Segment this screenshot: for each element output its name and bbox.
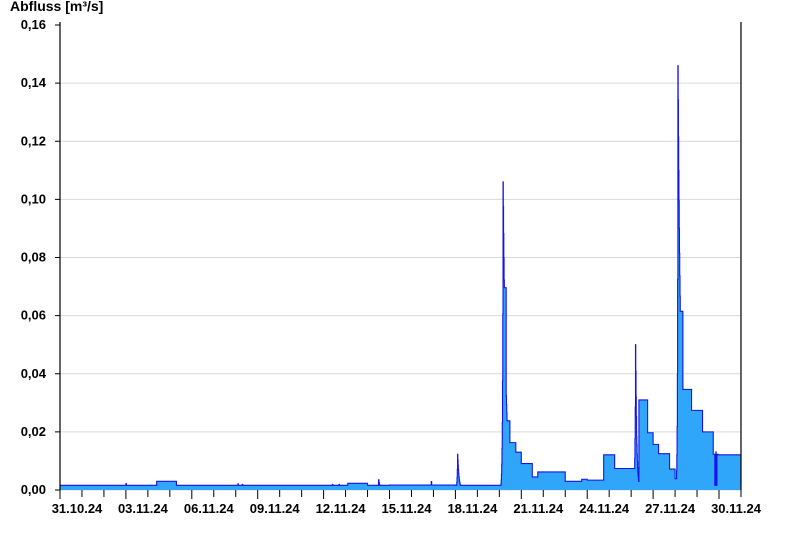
svg-text:18.11.24: 18.11.24 (447, 501, 498, 516)
svg-text:0,08: 0,08 (21, 250, 46, 265)
svg-text:21.11.24: 21.11.24 (513, 501, 564, 516)
svg-text:31.10.24: 31.10.24 (52, 501, 103, 516)
svg-text:09.11.24: 09.11.24 (250, 501, 301, 516)
svg-text:0,06: 0,06 (21, 308, 46, 323)
svg-text:0,00: 0,00 (21, 482, 46, 497)
svg-text:0,10: 0,10 (21, 191, 46, 206)
svg-text:03.11.24: 03.11.24 (118, 501, 169, 516)
svg-text:0,12: 0,12 (21, 133, 46, 148)
svg-text:06.11.24: 06.11.24 (184, 501, 235, 516)
svg-text:27.11.24: 27.11.24 (645, 501, 696, 516)
svg-text:0,16: 0,16 (21, 17, 46, 32)
svg-text:24.11.24: 24.11.24 (579, 501, 630, 516)
svg-text:30.11.24: 30.11.24 (711, 501, 762, 516)
svg-text:12.11.24: 12.11.24 (316, 501, 367, 516)
svg-text:15.11.24: 15.11.24 (382, 501, 433, 516)
svg-text:0,02: 0,02 (21, 424, 46, 439)
svg-text:0,04: 0,04 (21, 366, 47, 381)
svg-text:0,14: 0,14 (21, 75, 47, 90)
